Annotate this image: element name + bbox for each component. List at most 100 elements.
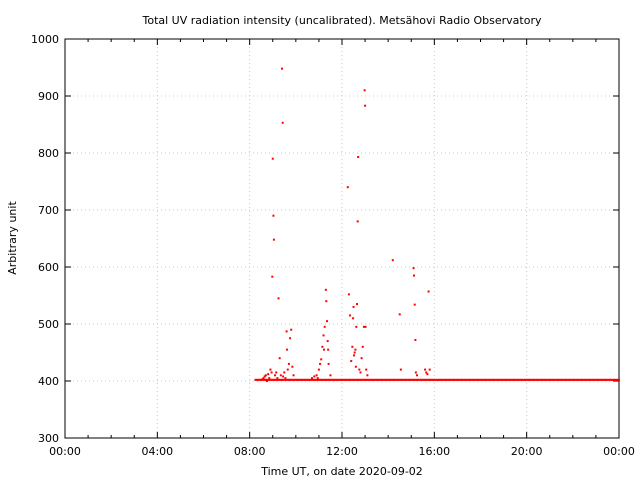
data-point xyxy=(394,378,397,381)
data-point xyxy=(454,378,457,381)
data-point xyxy=(383,378,386,381)
data-point xyxy=(431,378,434,381)
data-point xyxy=(514,378,517,381)
data-point xyxy=(270,371,273,374)
data-point xyxy=(501,378,504,381)
data-point xyxy=(493,378,496,381)
data-point xyxy=(412,267,415,270)
data-point xyxy=(516,378,519,381)
data-point xyxy=(404,378,407,381)
data-point xyxy=(285,330,288,333)
data-point xyxy=(287,362,290,365)
data-point xyxy=(527,378,530,381)
data-point xyxy=(425,371,428,374)
data-point xyxy=(351,345,354,348)
data-point xyxy=(280,378,283,381)
data-point xyxy=(416,374,419,377)
data-point xyxy=(283,371,286,374)
data-point xyxy=(554,378,557,381)
data-point xyxy=(435,378,438,381)
data-point xyxy=(341,378,343,381)
data-point xyxy=(540,378,543,381)
data-point xyxy=(357,378,360,381)
data-point xyxy=(466,378,469,381)
data-point xyxy=(317,378,320,381)
data-point xyxy=(557,378,560,381)
data-point xyxy=(354,365,357,368)
data-point xyxy=(349,314,352,317)
data-point xyxy=(359,371,362,374)
data-point xyxy=(330,378,333,381)
data-points xyxy=(254,67,620,382)
data-point xyxy=(342,378,345,381)
data-point xyxy=(582,378,585,381)
data-point xyxy=(425,378,428,381)
data-point xyxy=(596,378,599,381)
data-point xyxy=(427,378,430,381)
data-point xyxy=(265,380,268,382)
data-point xyxy=(277,378,280,381)
data-point xyxy=(399,378,402,381)
data-point xyxy=(436,378,439,381)
data-point xyxy=(271,275,274,278)
data-point xyxy=(322,378,325,381)
data-point xyxy=(284,378,287,381)
data-point xyxy=(529,378,532,381)
data-point xyxy=(597,378,600,381)
data-point xyxy=(325,300,328,303)
data-point xyxy=(299,378,302,381)
data-point xyxy=(355,325,358,328)
data-point xyxy=(361,378,364,381)
data-point xyxy=(589,378,592,381)
data-point xyxy=(325,320,328,323)
data-point xyxy=(548,378,551,381)
data-point xyxy=(272,214,275,217)
data-point xyxy=(559,378,562,381)
data-point xyxy=(395,378,398,381)
data-point xyxy=(283,378,286,381)
data-point xyxy=(368,378,371,381)
data-point xyxy=(323,378,326,381)
data-point xyxy=(272,378,275,381)
data-point xyxy=(465,378,468,381)
data-point xyxy=(327,378,330,381)
data-point xyxy=(576,378,579,381)
x-tick-label: 00:00 xyxy=(603,445,635,458)
data-point xyxy=(533,378,536,381)
data-point xyxy=(607,378,610,381)
data-point xyxy=(289,378,292,381)
data-point xyxy=(612,378,615,381)
data-point xyxy=(282,378,285,381)
data-point xyxy=(471,378,474,381)
data-point xyxy=(271,157,274,160)
data-point xyxy=(470,378,473,381)
data-point xyxy=(360,378,363,381)
data-point xyxy=(585,378,588,381)
data-point xyxy=(294,378,297,381)
data-point xyxy=(356,378,359,381)
data-point xyxy=(421,378,424,381)
data-point xyxy=(337,378,340,381)
data-point xyxy=(413,378,416,381)
data-point xyxy=(562,378,565,381)
y-tick-label: 1000 xyxy=(31,33,59,46)
data-point xyxy=(313,378,316,381)
y-tick-label: 600 xyxy=(38,261,59,274)
data-point xyxy=(354,378,357,381)
data-point xyxy=(549,378,552,381)
data-point xyxy=(329,374,332,377)
data-point xyxy=(295,378,298,381)
data-point xyxy=(313,375,316,378)
data-point xyxy=(262,378,265,381)
data-point xyxy=(278,378,281,381)
data-point xyxy=(479,378,482,381)
data-point xyxy=(272,238,275,241)
data-point xyxy=(534,378,537,381)
data-point xyxy=(499,378,502,381)
data-point xyxy=(556,378,559,381)
data-point xyxy=(297,378,300,381)
data-point xyxy=(388,378,391,381)
data-point xyxy=(577,378,580,381)
data-point xyxy=(361,345,364,348)
data-point xyxy=(306,378,309,381)
